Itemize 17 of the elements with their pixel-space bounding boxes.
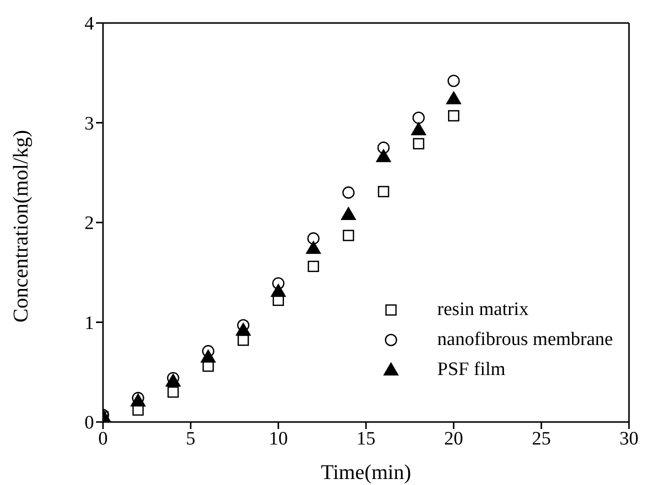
y-tick-label: 2 xyxy=(84,213,94,234)
legend-label: resin matrix xyxy=(437,299,529,321)
y-axis-title: Concentration(mol/kg) xyxy=(8,130,32,322)
legend-label: nanofibrous membrane xyxy=(437,329,613,351)
x-tick-label: 30 xyxy=(620,428,638,450)
x-tick-label: 10 xyxy=(268,428,288,450)
x-tick-label: 0 xyxy=(98,428,108,450)
x-axis-title: Time(min) xyxy=(320,460,412,484)
x-tick-label: 15 xyxy=(356,428,376,450)
x-tick-label: 20 xyxy=(444,428,464,450)
y-tick-label: 3 xyxy=(84,113,94,134)
y-tick-label: 0 xyxy=(84,412,94,434)
y-tick-label: 4 xyxy=(84,14,94,35)
x-tick-label: 5 xyxy=(186,428,196,450)
y-tick-label: 1 xyxy=(84,312,94,334)
x-tick-label: 25 xyxy=(532,428,551,450)
legend-label: PSF film xyxy=(437,359,506,381)
